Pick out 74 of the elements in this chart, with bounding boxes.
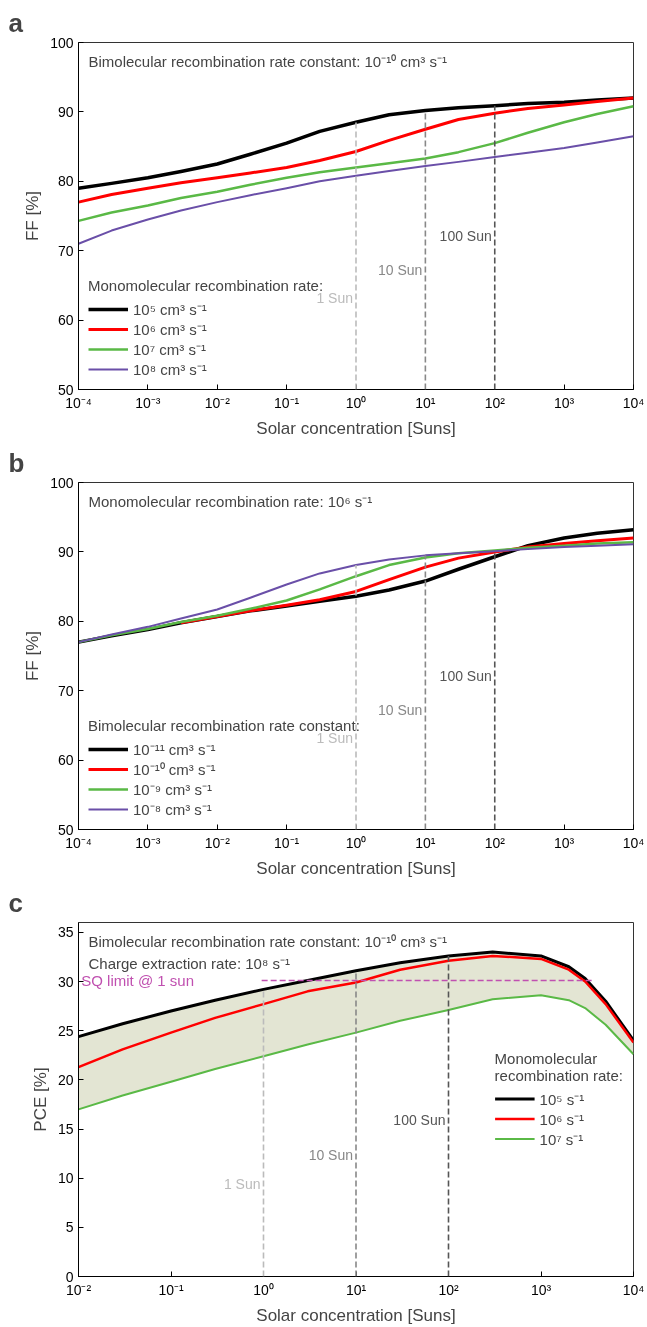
legend-title: Monomolecular recombination rate:: [494, 1049, 623, 1084]
y-tick-label: 10: [57, 1170, 74, 1187]
x-tick-label: 10⁴: [622, 834, 645, 851]
ref-line-label: 10 Sun: [378, 262, 423, 279]
legend-label: 10⁻¹¹ cm³ s⁻¹: [133, 740, 216, 759]
ref-line-label: 100 Sun: [393, 1111, 446, 1128]
y-tick-label: 30: [57, 973, 74, 990]
x-tick-label: 10²: [484, 834, 506, 851]
x-axis-title: Solar concentration [Suns]: [256, 418, 456, 438]
x-tick-label: 10⁻³: [135, 834, 161, 851]
ref-line-label: 10 Sun: [378, 702, 423, 719]
y-tick-label: 70: [57, 242, 74, 259]
y-tick-label: 15: [57, 1121, 74, 1137]
y-axis-title: PCE [%]: [30, 1067, 50, 1132]
y-tick-label: 80: [57, 613, 74, 630]
y-tick-label: 100: [50, 34, 74, 51]
x-tick-label: 10⁰: [345, 834, 367, 851]
x-tick-label: 10⁻¹: [274, 394, 300, 411]
x-tick-label: 10⁴: [622, 394, 645, 411]
x-tick-label: 10²: [438, 1281, 459, 1298]
y-tick-label: 20: [57, 1071, 74, 1088]
line-series: [78, 105, 634, 223]
ref-line-label: 1 Sun: [223, 1175, 261, 1192]
annotation: Bimolecular recombination rate constant: 10⁻¹⁰ cm³ s⁻¹: [88, 932, 447, 950]
y-tick-label: 25: [57, 1022, 74, 1039]
y-tick-label: 5: [65, 1219, 74, 1236]
x-tick-label: 10¹: [415, 394, 436, 411]
x-tick-label: 10⁻¹: [158, 1281, 184, 1298]
legend-label: 10⁶ cm³ s⁻¹: [133, 320, 207, 339]
legend-label: 10⁻¹⁰ cm³ s⁻¹: [133, 760, 216, 779]
x-tick-label: 10⁰: [345, 394, 367, 411]
legend-label: 10⁶ s⁻¹: [539, 1109, 585, 1129]
y-tick-label: 90: [57, 103, 74, 120]
x-tick-label: 10³: [554, 394, 575, 411]
legend-label: 10⁸ cm³ s⁻¹: [133, 360, 207, 379]
legend-label: 10⁷ s⁻¹: [539, 1129, 584, 1149]
annotation: Charge extraction rate: 10⁸ s⁻¹: [88, 954, 290, 972]
y-axis-title: FF [%]: [23, 190, 43, 242]
y-tick-label: 35: [57, 924, 74, 941]
x-tick-label: 10⁻¹: [274, 834, 300, 851]
y-tick-label: 60: [57, 752, 74, 769]
chart-title: c: [8, 887, 23, 918]
x-axis-title: Solar concentration [Suns]: [256, 1305, 456, 1325]
x-tick-label: 10²: [484, 394, 506, 411]
x-tick-label: 10³: [530, 1281, 552, 1298]
legend-label: 10⁻⁸ cm³ s⁻¹: [133, 800, 212, 819]
chart-title: b: [8, 447, 25, 478]
legend-label: 10⁵ s⁻¹: [539, 1089, 585, 1109]
ref-line-label: SQ limit @ 1 sun: [81, 972, 195, 990]
y-tick-label: 80: [57, 173, 74, 190]
annotation: Bimolecular recombination rate constant: 10⁻¹⁰ cm³ s⁻¹: [88, 52, 447, 70]
annotation: Monomolecular recombination rate: 10⁶ s⁻¹: [88, 492, 373, 510]
x-tick-label: 10¹: [345, 1281, 367, 1298]
y-axis-title: FF [%]: [23, 630, 43, 682]
x-tick-label: 10³: [554, 834, 575, 851]
y-tick-label: 70: [57, 682, 74, 699]
chart-title: a: [8, 7, 24, 38]
x-tick-label: 10⁰: [253, 1281, 274, 1298]
x-tick-label: 10⁻²: [204, 394, 231, 411]
x-tick-label: 10⁴: [622, 1281, 645, 1298]
ref-line-label: 100 Sun: [439, 667, 492, 684]
x-tick-label: 10⁻²: [204, 834, 231, 851]
y-tick-label: 100: [50, 474, 74, 491]
legend-label: 10⁷ cm³ s⁻¹: [133, 340, 206, 359]
ref-line-label: 100 Sun: [439, 227, 492, 244]
legend-label: 10⁵ cm³ s⁻¹: [133, 300, 207, 319]
x-tick-label: 10¹: [415, 834, 436, 851]
y-tick-label: 60: [57, 312, 74, 329]
ref-line-label: 10 Sun: [308, 1147, 353, 1164]
y-tick-label: 90: [57, 543, 74, 560]
x-tick-label: 10⁻³: [135, 394, 161, 411]
legend-label: 10⁻⁹ cm³ s⁻¹: [133, 780, 212, 799]
line-series: [78, 135, 634, 245]
x-axis-title: Solar concentration [Suns]: [256, 858, 456, 878]
